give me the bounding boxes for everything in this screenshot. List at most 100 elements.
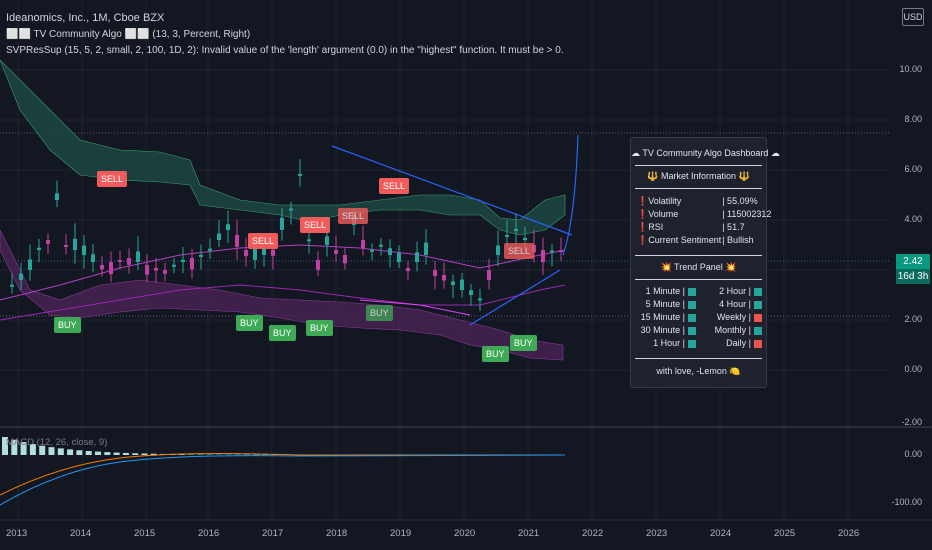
candle-body — [19, 273, 23, 280]
price-candles — [10, 159, 563, 311]
macd-bar — [57, 448, 64, 455]
indicator-error: SVPResSup (15, 5, 2, small, 2, 100, 1D, … — [6, 45, 564, 56]
candle-body — [460, 279, 464, 290]
candle-body — [415, 252, 419, 262]
candle-body — [37, 247, 41, 250]
macd-bar — [48, 447, 55, 455]
candle-body — [262, 247, 266, 255]
candle-body — [496, 245, 500, 255]
candle-body — [127, 258, 131, 265]
candle-body — [316, 260, 320, 270]
buy-signal[interactable]: BUY — [482, 346, 509, 362]
candle-body — [163, 270, 167, 274]
buy-signal[interactable]: BUY — [54, 317, 81, 333]
sell-signal[interactable]: SELL — [379, 178, 410, 194]
macd-bar — [225, 454, 232, 455]
trend-row: 1 Hour | — [633, 338, 696, 348]
currency-tag[interactable]: USD — [902, 8, 924, 26]
trend-row: 15 Minute | — [633, 312, 696, 322]
x-tick: 2025 — [774, 528, 796, 539]
macd-bar — [132, 453, 139, 455]
macd-y-tick: 0.00 — [904, 449, 922, 459]
y-tick: -2.00 — [901, 417, 922, 427]
x-tick: 2016 — [198, 528, 220, 539]
candle-body — [478, 298, 482, 301]
x-tick: 2013 — [6, 528, 28, 539]
trend-row: 2 Hour | — [699, 286, 762, 296]
last-price-badge: 2.42 — [896, 254, 930, 269]
candle-body — [271, 250, 275, 256]
candle-body — [523, 237, 527, 240]
candle-body — [172, 264, 176, 267]
buy-signal[interactable]: BUY — [366, 305, 393, 321]
candle-body — [82, 245, 86, 255]
buy-signal[interactable]: BUY — [510, 335, 537, 351]
candle-body — [334, 250, 338, 255]
candle-body — [505, 234, 509, 237]
candle-body — [28, 259, 32, 270]
x-tick: 2017 — [262, 528, 284, 539]
trend-row: 5 Minute | — [633, 299, 696, 309]
volume-label: Volume — [648, 209, 679, 219]
macd-bar — [262, 454, 269, 455]
macd-bar — [104, 452, 111, 455]
symbol-title[interactable]: Ideanomics, Inc., 1M, Cboe BZX — [6, 12, 165, 24]
macd-bar — [11, 439, 18, 455]
candle-body — [514, 228, 518, 231]
trend-row: 1 Minute | — [633, 286, 696, 296]
candle-body — [190, 258, 194, 270]
trend-row: Monthly | — [699, 325, 762, 335]
candle-body — [109, 262, 113, 275]
macd-bar — [85, 450, 92, 455]
candle-body — [64, 245, 68, 247]
candle-body — [181, 259, 185, 262]
candle-body — [397, 252, 401, 262]
x-tick: 2020 — [454, 528, 476, 539]
macd-bar — [20, 442, 27, 455]
macd-bar — [95, 451, 101, 455]
buy-signal[interactable]: BUY — [236, 315, 263, 331]
candle-body — [343, 255, 347, 264]
macd-bar — [150, 453, 157, 455]
indicator-title[interactable]: ⬜⬜ TV Community Algo ⬜⬜ (13, 3, Percent,… — [6, 29, 251, 40]
sell-signal[interactable]: SELL — [97, 171, 128, 187]
candle-body — [325, 236, 329, 245]
macd-label[interactable]: MACD (12, 26, close, 9) — [6, 437, 108, 448]
candle-body — [307, 239, 311, 242]
trend-row: Daily | — [699, 338, 762, 348]
sell-signal[interactable]: SELL — [300, 217, 331, 233]
sell-signal[interactable]: SELL — [338, 208, 369, 224]
y-tick: 8.00 — [904, 114, 922, 124]
buy-signal[interactable]: BUY — [269, 325, 296, 341]
rsi-value: | 51.7 — [722, 222, 745, 232]
x-tick: 2024 — [710, 528, 732, 539]
candle-body — [253, 248, 257, 260]
trend-panel-title: 💥 Trend Panel 💥 — [660, 262, 737, 272]
candle-body — [136, 251, 140, 262]
macd-y-tick: -100.00 — [891, 497, 922, 507]
candle-body — [217, 233, 221, 240]
candle-body — [244, 250, 248, 257]
candle-body — [10, 284, 14, 287]
candle-body — [118, 260, 122, 262]
candle-body — [154, 268, 158, 271]
y-tick: 10.00 — [899, 64, 922, 74]
sell-signal[interactable]: SELL — [504, 243, 535, 259]
market-info-title: 🔱 Market Information 🔱 — [647, 171, 750, 181]
macd-bar — [253, 454, 260, 455]
x-tick: 2015 — [134, 528, 156, 539]
candle-body — [370, 249, 374, 252]
candle-body — [379, 244, 383, 247]
y-tick: 2.00 — [904, 314, 922, 324]
sell-signal[interactable]: SELL — [248, 233, 279, 249]
candle-body — [145, 265, 149, 275]
y-tick: 4.00 — [904, 214, 922, 224]
macd-bar — [76, 450, 83, 455]
candle-body — [226, 224, 230, 230]
candle-body — [289, 208, 293, 211]
candle-body — [91, 254, 95, 262]
candle-body — [55, 193, 59, 200]
dashboard-footer: with love, -Lemon 🍋 — [656, 366, 741, 376]
buy-signal[interactable]: BUY — [306, 320, 333, 336]
